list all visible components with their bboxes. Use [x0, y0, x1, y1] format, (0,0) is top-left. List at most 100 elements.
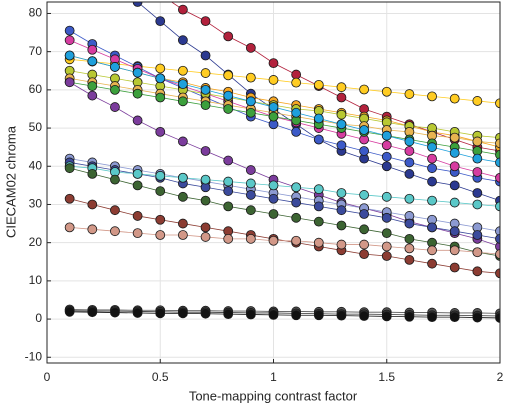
data-point — [495, 157, 500, 168]
data-point — [200, 308, 211, 319]
data-point — [200, 16, 211, 27]
data-point — [132, 2, 143, 7]
data-point — [155, 92, 166, 103]
data-point — [336, 220, 347, 231]
data-point — [449, 132, 460, 143]
data-point — [155, 16, 166, 27]
data-point — [110, 307, 120, 318]
data-point — [245, 42, 256, 53]
data-point — [200, 84, 211, 95]
data-point — [291, 107, 302, 118]
data-point — [495, 201, 500, 212]
data-point — [245, 165, 256, 175]
data-point — [381, 86, 392, 97]
data-point — [427, 245, 437, 256]
y-tick-label: 40 — [29, 158, 43, 172]
data-point — [404, 233, 415, 244]
data-point — [495, 98, 500, 109]
plot — [64, 2, 500, 323]
data-point — [291, 310, 302, 321]
data-point — [291, 197, 302, 208]
data-point — [87, 44, 98, 55]
data-point — [336, 239, 347, 250]
data-point — [404, 157, 415, 168]
data-point — [472, 96, 483, 106]
data-point — [110, 205, 120, 216]
data-point — [200, 174, 211, 185]
data-point — [223, 201, 234, 212]
data-point — [427, 153, 437, 164]
data-point — [472, 153, 483, 164]
data-point — [64, 25, 75, 36]
data-point — [132, 115, 143, 126]
data-point — [177, 191, 188, 202]
data-point — [155, 308, 166, 319]
x-tick-label: 2 — [497, 370, 504, 384]
data-point — [177, 96, 188, 107]
data-point — [336, 188, 347, 198]
data-point — [268, 193, 279, 204]
data-point — [449, 147, 460, 158]
data-point — [268, 209, 279, 219]
data-point — [313, 134, 324, 145]
data-point — [449, 197, 460, 208]
data-point — [449, 180, 460, 191]
data-point — [87, 56, 98, 67]
data-point — [313, 216, 324, 227]
data-point — [223, 70, 234, 81]
data-point — [177, 136, 188, 147]
data-point — [223, 309, 234, 320]
data-point — [177, 308, 188, 319]
data-point — [110, 84, 120, 95]
data-point — [177, 35, 188, 46]
data-point — [223, 176, 234, 187]
data-point — [268, 58, 279, 69]
y-tick-label: 30 — [29, 197, 43, 211]
data-point — [132, 88, 143, 99]
data-point — [245, 205, 256, 216]
data-point — [449, 93, 460, 104]
data-point — [245, 190, 256, 200]
data-point — [110, 102, 120, 112]
data-point — [87, 81, 98, 91]
data-point — [495, 268, 500, 279]
data-point — [359, 311, 370, 321]
data-point — [404, 136, 415, 147]
data-point — [200, 222, 211, 233]
data-point — [268, 309, 279, 320]
data-point — [268, 111, 279, 122]
data-point — [223, 90, 234, 101]
y-axis-label: CIECAM02 chroma — [3, 125, 18, 238]
x-tick-label: 1.5 — [378, 370, 395, 384]
data-point — [472, 199, 483, 210]
data-point — [336, 109, 347, 120]
data-point — [132, 67, 143, 78]
data-point — [336, 119, 347, 130]
y-tick-label: 10 — [29, 273, 43, 287]
data-point — [495, 313, 500, 323]
y-tick-label: 0 — [35, 311, 42, 325]
data-point — [87, 199, 98, 210]
data-point — [155, 73, 166, 84]
data-point — [449, 161, 460, 172]
data-point — [381, 241, 392, 252]
data-point — [313, 237, 324, 248]
data-point — [268, 180, 279, 191]
data-point — [223, 104, 234, 114]
data-point — [427, 163, 437, 174]
data-point — [449, 245, 460, 256]
data-point — [268, 75, 279, 85]
data-point — [427, 195, 437, 206]
data-point — [359, 224, 370, 235]
data-point — [359, 84, 370, 95]
data-point — [381, 130, 392, 141]
data-point — [495, 233, 500, 244]
data-point — [495, 149, 500, 160]
data-point — [404, 311, 415, 322]
x-tick-label: 0.5 — [152, 370, 169, 384]
data-point — [155, 126, 166, 137]
data-point — [472, 312, 483, 323]
data-point — [472, 247, 483, 258]
data-point — [132, 211, 143, 221]
data-point — [200, 50, 211, 61]
